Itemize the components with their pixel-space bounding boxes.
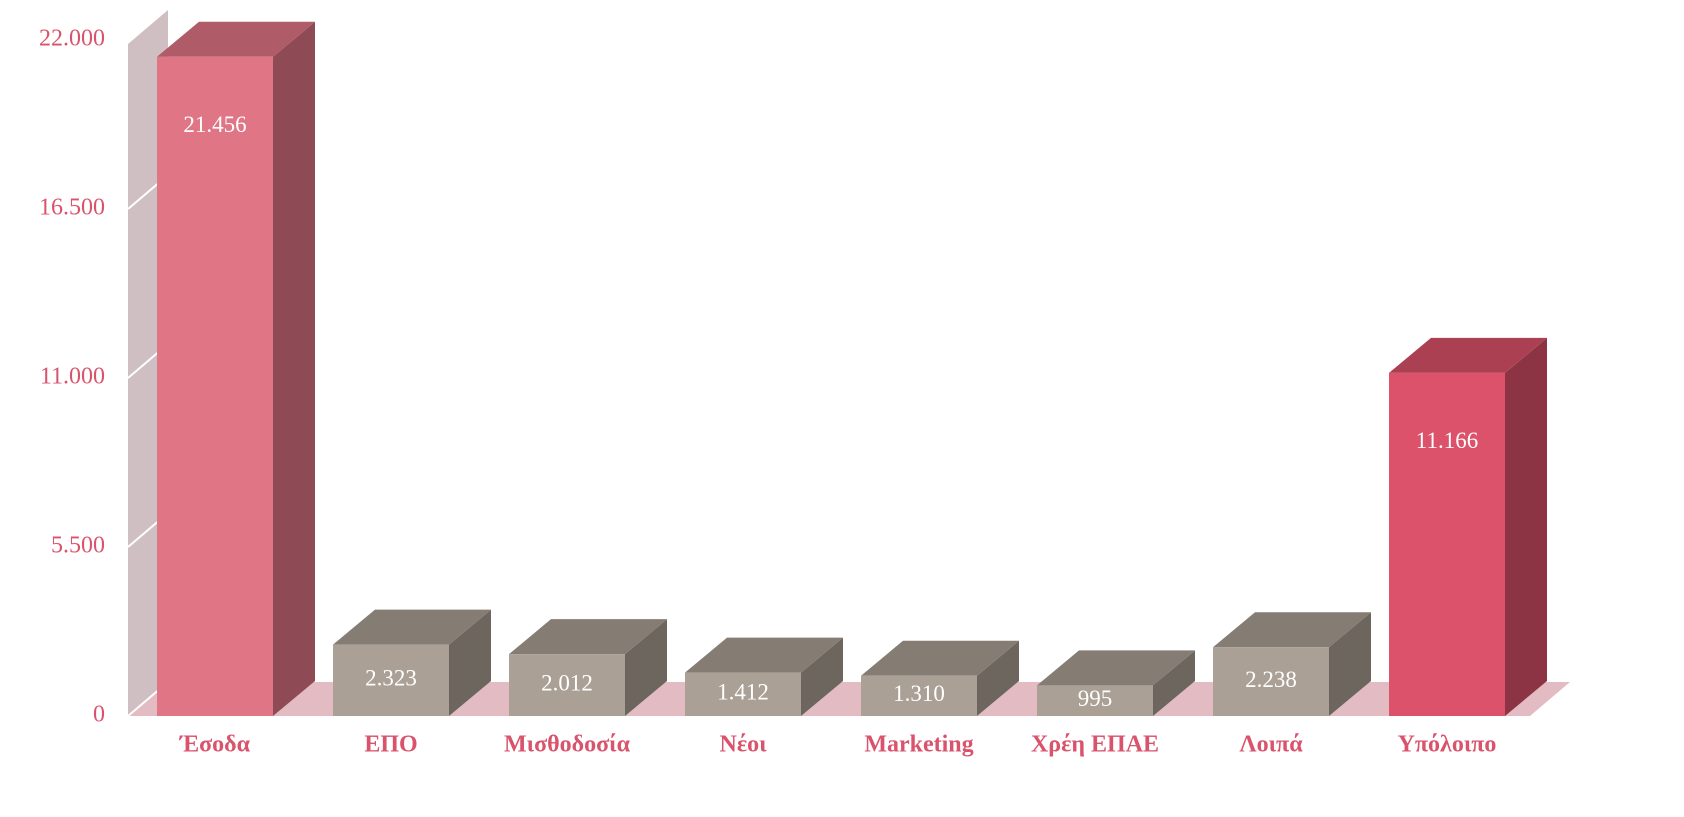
value-label: 1.310 [893, 681, 945, 706]
bar-side [449, 609, 491, 716]
bar-side [977, 640, 1019, 716]
bar-top [1213, 612, 1371, 648]
y-tick-label: 5.500 [51, 533, 105, 559]
bar-side [273, 21, 315, 716]
bar-top [1037, 650, 1195, 686]
bar-front [861, 675, 977, 716]
bar [157, 21, 315, 716]
bar-front [333, 644, 449, 716]
x-tick-label: Χρέη ΕΠΑΕ [1031, 732, 1159, 758]
bar-front [509, 654, 625, 716]
x-tick-label: ΕΠΟ [364, 732, 417, 758]
y-tick-label: 11.000 [40, 364, 105, 390]
floor [128, 682, 1570, 716]
bar-side [801, 637, 843, 716]
x-tick-label: Μισθοδοσία [504, 732, 631, 758]
bar-top [157, 21, 315, 57]
bar-top [1389, 337, 1547, 373]
bar [861, 640, 1019, 716]
bar [509, 619, 667, 716]
value-label: 1.412 [717, 680, 769, 705]
bar [1037, 650, 1195, 716]
value-label: 2.012 [541, 670, 593, 695]
bar-top [685, 637, 843, 673]
value-label: 995 [1078, 686, 1113, 711]
bar-top [333, 609, 491, 645]
value-label: 21.456 [183, 112, 246, 137]
bar-side [1329, 612, 1371, 716]
value-label: 11.166 [1416, 428, 1478, 453]
bar-front [1389, 372, 1505, 716]
bar-side [1153, 650, 1195, 716]
x-tick-label: Λοιπά [1239, 732, 1303, 758]
bar-top [861, 640, 1019, 676]
bar-front [685, 672, 801, 716]
bar-side [1505, 337, 1547, 716]
bar [685, 637, 843, 716]
x-tick-label: Marketing [864, 732, 973, 758]
value-label: 2.238 [1245, 667, 1297, 692]
x-tick-label: Έσοδα [179, 732, 251, 758]
grid-line [127, 5, 169, 41]
y-tick-label: 0 [93, 702, 105, 728]
bar [333, 609, 491, 716]
bar-top [509, 619, 667, 655]
y-tick-label: 16.500 [39, 195, 105, 221]
bar-front [157, 56, 273, 716]
y-tick-label: 22.000 [39, 26, 105, 52]
bar [1389, 337, 1547, 716]
bar-front [1037, 685, 1153, 716]
value-label: 2.323 [365, 666, 417, 691]
bar [1213, 612, 1371, 716]
x-tick-label: Νέοι [719, 732, 767, 758]
bar-front [1213, 647, 1329, 716]
x-tick-label: Υπόλοιπο [1398, 732, 1497, 758]
bar-side [625, 619, 667, 716]
